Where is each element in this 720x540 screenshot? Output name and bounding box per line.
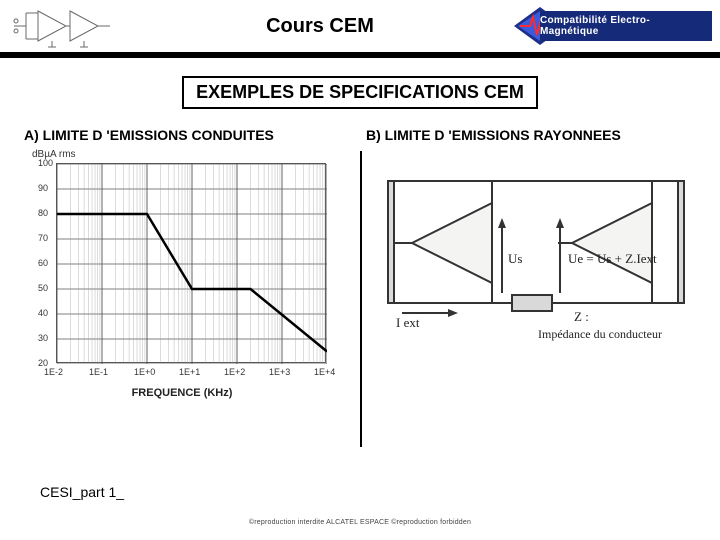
ytick: 50 [38, 283, 48, 293]
header-badge: Compatibilité Electro-Magnétique [512, 5, 712, 47]
chart-xlabel: FREQUENCE (KHz) [22, 387, 342, 399]
ytick: 60 [38, 258, 48, 268]
xtick: 1E-1 [89, 367, 108, 377]
col-left: A) LIMITE D 'EMISSIONS CONDUITES dBµA rm… [18, 127, 360, 447]
ytick: 70 [38, 233, 48, 243]
header-schematic [8, 1, 128, 51]
ytick: 100 [38, 158, 53, 168]
chart-area [56, 163, 326, 363]
label-z: Z : [574, 309, 589, 325]
xtick: 1E+4 [314, 367, 335, 377]
left-title: A) LIMITE D 'EMISSIONS CONDUITES [18, 127, 360, 143]
badge-label: Compatibilité Electro-Magnétique [540, 11, 712, 41]
xtick: 1E+2 [224, 367, 245, 377]
xtick: 1E+1 [179, 367, 200, 377]
schematic-icon [8, 1, 128, 51]
right-title: B) LIMITE D 'EMISSIONS RAYONNEES [360, 127, 702, 143]
course-title: Cours CEM [128, 15, 512, 38]
label-us: Us [508, 251, 522, 267]
main-title-row: EXEMPLES DE SPECIFICATIONS CEM [0, 76, 720, 109]
ytick: 40 [38, 308, 48, 318]
footer-left: CESI_part 1_ [40, 484, 124, 500]
xtick: 1E+3 [269, 367, 290, 377]
chart-conducted-emissions: dBµA rms 2030405060708090100 1E-21E-11E+… [22, 153, 342, 413]
ytick: 90 [38, 183, 48, 193]
chart-svg [57, 164, 327, 364]
xtick: 1E+0 [134, 367, 155, 377]
label-ue: Ue = Us + Z.Iext [568, 251, 657, 267]
diagram-radiated: Us Ue = Us + Z.Iext I ext Z : Impédance … [372, 163, 702, 403]
ytick: 80 [38, 208, 48, 218]
footer-center: ©reproduction interdite ALCATEL ESPACE ©… [0, 519, 720, 526]
content-row: A) LIMITE D 'EMISSIONS CONDUITES dBµA rm… [0, 127, 720, 447]
label-impedance: Impédance du conducteur [538, 327, 662, 342]
label-iext: I ext [396, 315, 419, 331]
main-title: EXEMPLES DE SPECIFICATIONS CEM [182, 76, 538, 109]
col-right: B) LIMITE D 'EMISSIONS RAYONNEES [360, 127, 702, 447]
ytick: 30 [38, 333, 48, 343]
xtick: 1E-2 [44, 367, 63, 377]
header-bar: Cours CEM Compatibilité Electro-Magnétiq… [0, 0, 720, 58]
